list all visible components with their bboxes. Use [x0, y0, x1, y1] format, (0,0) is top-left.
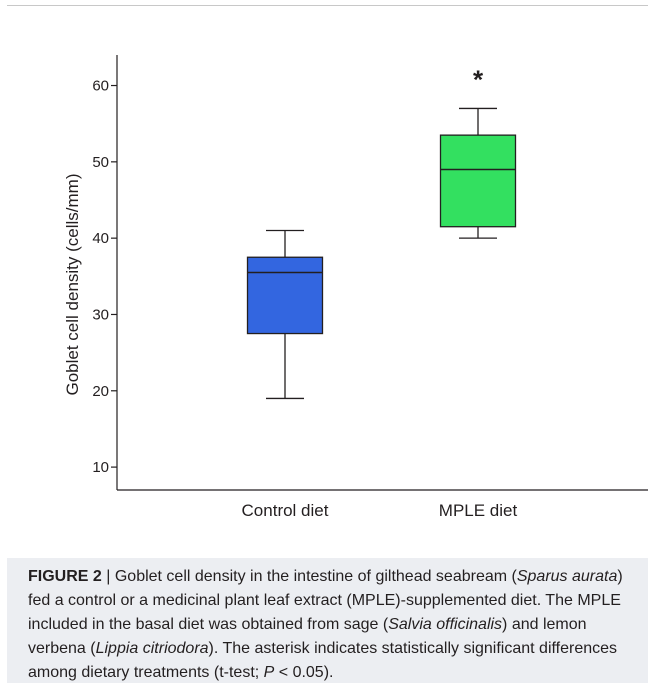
caption-part: < 0.05). — [274, 664, 334, 681]
caption-part: ). The asterisk indicates statistically … — [28, 640, 618, 681]
figure-label: FIGURE 2 — [28, 568, 102, 585]
y-tick-label: 40 — [92, 230, 109, 247]
box-control — [246, 256, 324, 335]
y-tick-label: 10 — [92, 459, 109, 476]
x-category-label: MPLE diet — [439, 501, 518, 520]
caption-part: ) and lemon verbena ( — [28, 616, 587, 657]
caption-separator: | — [101, 568, 115, 585]
y-tick-label: 60 — [92, 78, 109, 95]
caption-panel — [7, 558, 648, 683]
caption-part: Goblet cell density in the intestine of … — [114, 568, 517, 585]
y-tick-label: 20 — [92, 383, 109, 400]
x-category-label: Control diet — [242, 501, 329, 520]
figure-caption: FIGURE 2 | Goblet cell density in the in… — [28, 565, 640, 685]
caption-part: Sparus aurata — [516, 568, 618, 585]
caption-part: Lippia citriodora — [95, 640, 209, 657]
y-axis-label: Goblet cell density (cells/mm) — [63, 173, 82, 395]
y-tick-label: 30 — [92, 306, 109, 323]
significance-asterisk: * — [473, 64, 484, 94]
box-mple — [439, 134, 517, 228]
box-plot: 10 20 30 40 50 60 Goblet cell density (cells/m… — [63, 55, 648, 520]
caption-text: Goblet cell density in the intestine of … — [28, 568, 623, 681]
caption-part: Salvia officinalis — [388, 616, 503, 633]
caption-part: ) fed a control or a medicinal plant lea… — [28, 568, 623, 633]
caption-part: P — [263, 664, 275, 681]
y-tick-label: 50 — [92, 154, 109, 171]
